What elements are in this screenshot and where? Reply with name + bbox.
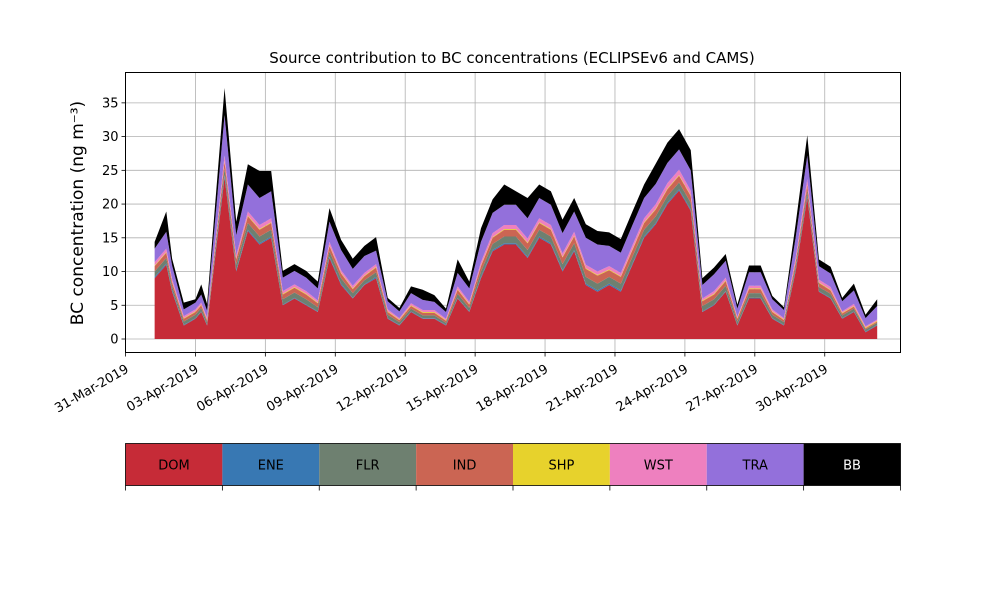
y-tick-label: 25 [102, 164, 119, 179]
x-tick-label: 06-Apr-2019 [194, 362, 271, 415]
legend-label-flr: FLR [356, 459, 380, 474]
legend-label-bb: BB [843, 459, 861, 474]
x-tick-label: 27-Apr-2019 [684, 362, 761, 415]
x-tick-label: 24-Apr-2019 [614, 362, 691, 415]
y-tick-label: 35 [102, 96, 119, 111]
y-axis-label: BC concentration (ng m⁻³) [68, 101, 88, 325]
area-tra [154, 115, 878, 327]
x-tick-label: 03-Apr-2019 [124, 362, 201, 415]
x-tick-label: 31-Mar-2019 [52, 362, 131, 416]
y-tick-label: 10 [102, 265, 119, 280]
legend-label-shp: SHP [549, 459, 575, 474]
chart-title: Source contribution to BC concentrations… [269, 49, 754, 67]
legend-swatch-dom [125, 443, 223, 486]
legend-swatch-ind [416, 443, 513, 486]
legend-swatch-ene [222, 443, 320, 486]
area-layer [154, 88, 878, 340]
y-tick-label: 0 [110, 333, 118, 348]
y-tick-label: 5 [110, 299, 118, 314]
x-tick-label: 21-Apr-2019 [544, 362, 621, 415]
legend-swatch-flr [319, 443, 417, 486]
legend-swatch-bb [803, 443, 901, 486]
y-tick-label: 20 [102, 198, 119, 213]
y-tick-label: 15 [102, 231, 119, 246]
area-bb [154, 88, 878, 319]
legend-label-tra: TRA [742, 459, 768, 474]
legend-label-wst: WST [644, 459, 673, 474]
legend: DOM ENE FLR IND SHP WST TRA BB [125, 443, 901, 491]
legend-swatch-shp [513, 443, 610, 486]
legend-swatch-wst [609, 443, 707, 486]
x-tick-label: 12-Apr-2019 [334, 362, 411, 415]
x-tick-label: 30-Apr-2019 [754, 362, 831, 415]
y-axis: 0 5 10 15 20 25 30 35 [102, 96, 126, 348]
area-dom [154, 177, 878, 340]
legend-swatch-tra [706, 443, 804, 486]
x-tick-label: 09-Apr-2019 [264, 362, 341, 415]
legend-label-ind: IND [453, 459, 477, 474]
legend-label-ene: ENE [258, 459, 284, 474]
plot-frame [125, 72, 901, 353]
x-axis: 31-Mar-201903-Apr-201906-Apr-201909-Apr-… [52, 352, 831, 416]
legend-label-dom: DOM [158, 459, 189, 474]
x-tick-label: 18-Apr-2019 [474, 362, 551, 415]
x-tick-label: 15-Apr-2019 [404, 362, 481, 415]
y-tick-label: 30 [102, 130, 119, 145]
